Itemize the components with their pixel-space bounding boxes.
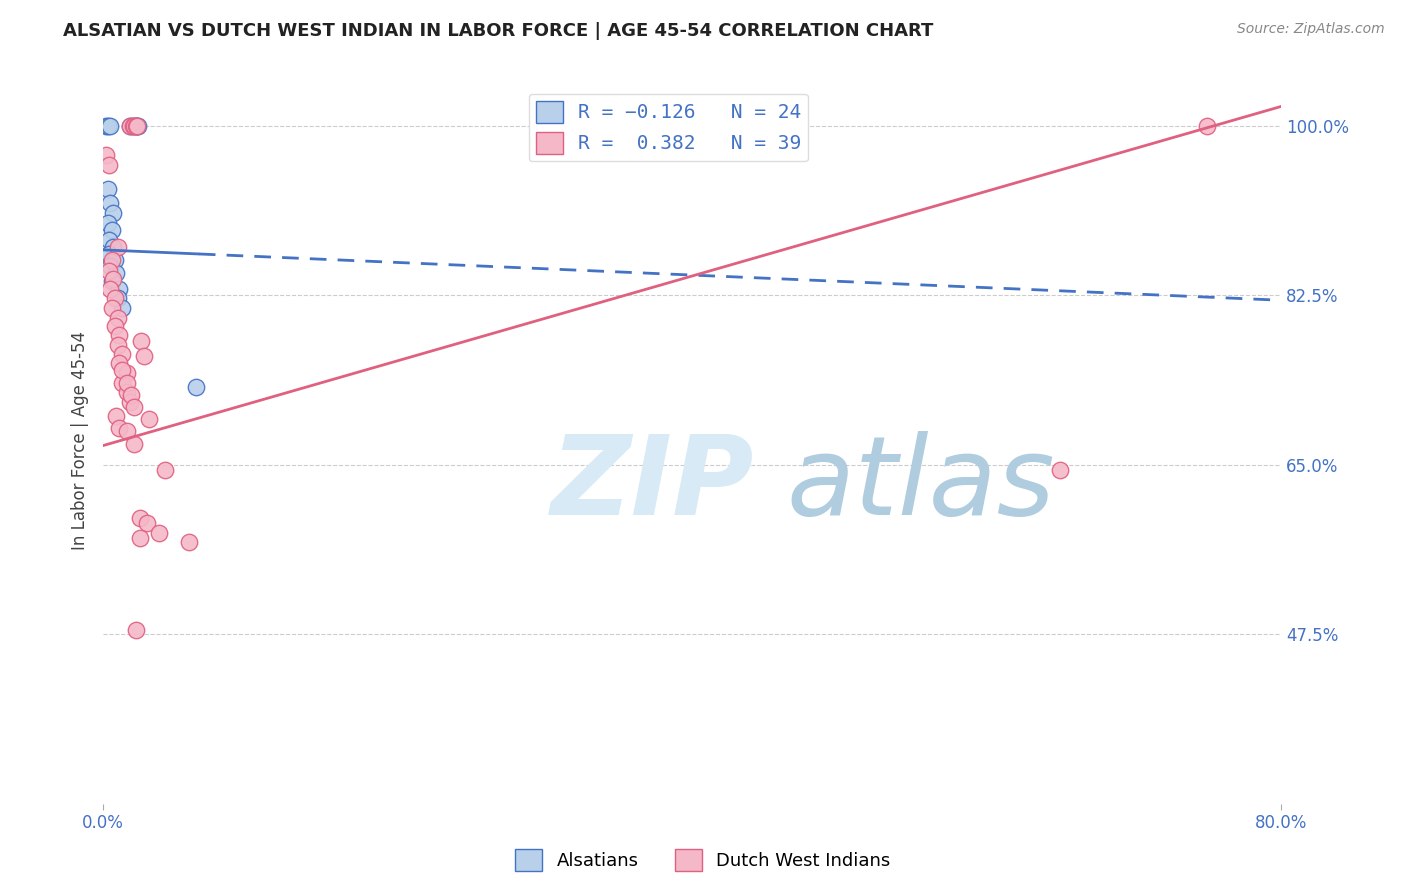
Point — [105, 266, 128, 280]
Legend: Alsatians, Dutch West Indians: Alsatians, Dutch West Indians — [508, 842, 898, 879]
Point — [138, 412, 160, 426]
Text: ALSATIAN VS DUTCH WEST INDIAN IN LABOR FORCE | AGE 45-54 CORRELATION CHART: ALSATIAN VS DUTCH WEST INDIAN IN LABOR F… — [63, 22, 934, 40]
Point — [101, 274, 124, 288]
Point — [111, 301, 134, 315]
Point — [115, 424, 138, 438]
Point — [121, 119, 143, 133]
Point — [107, 310, 129, 325]
Point — [108, 421, 131, 435]
Point — [111, 346, 134, 360]
Point — [134, 350, 156, 364]
Point — [108, 356, 131, 370]
Point — [104, 291, 127, 305]
Text: ZIP: ZIP — [551, 431, 754, 538]
Point — [118, 119, 141, 133]
Point — [108, 282, 131, 296]
Point — [105, 409, 128, 424]
Point — [96, 182, 118, 196]
Point — [148, 525, 170, 540]
Point — [100, 196, 122, 211]
Point — [107, 338, 129, 352]
Y-axis label: In Labor Force | Age 45-54: In Labor Force | Age 45-54 — [72, 331, 89, 550]
Point — [107, 291, 129, 305]
Point — [100, 282, 122, 296]
Legend: R = −0.126   N = 24, R =  0.382   N = 39: R = −0.126 N = 24, R = 0.382 N = 39 — [529, 94, 808, 161]
Point — [184, 380, 207, 394]
Point — [120, 388, 142, 402]
Point — [94, 119, 117, 133]
Point — [111, 376, 134, 390]
Point — [125, 119, 148, 133]
Point — [115, 376, 138, 390]
Point — [125, 119, 148, 133]
Point — [108, 328, 131, 343]
Point — [118, 395, 141, 409]
Point — [131, 334, 153, 348]
Point — [107, 240, 129, 254]
Point — [101, 223, 124, 237]
Point — [115, 366, 138, 380]
Point — [101, 252, 124, 267]
Point — [177, 535, 200, 549]
Point — [124, 119, 146, 133]
Point — [98, 264, 121, 278]
Point — [136, 516, 159, 530]
Point — [96, 216, 118, 230]
Point — [118, 119, 141, 133]
Text: Source: ZipAtlas.com: Source: ZipAtlas.com — [1237, 22, 1385, 37]
Text: atlas: atlas — [786, 431, 1054, 538]
Point — [103, 206, 125, 220]
Point — [101, 301, 124, 315]
Point — [111, 363, 134, 377]
Point — [122, 400, 145, 414]
Point — [96, 119, 118, 133]
Point — [121, 119, 143, 133]
Point — [124, 623, 146, 637]
Point — [100, 119, 122, 133]
Point — [129, 531, 152, 545]
Point — [122, 119, 145, 133]
Point — [129, 511, 152, 525]
Point — [127, 119, 149, 133]
Point — [1049, 463, 1071, 477]
Point — [153, 463, 176, 477]
Point — [98, 246, 121, 260]
Point — [124, 119, 146, 133]
Point — [122, 436, 145, 450]
Point — [104, 319, 127, 334]
Point — [100, 260, 122, 274]
Point — [94, 148, 117, 162]
Point — [103, 240, 125, 254]
Point — [104, 252, 127, 267]
Point — [1197, 119, 1219, 133]
Point — [103, 272, 125, 286]
Point — [115, 385, 138, 400]
Point — [98, 158, 121, 172]
Point — [98, 233, 121, 247]
